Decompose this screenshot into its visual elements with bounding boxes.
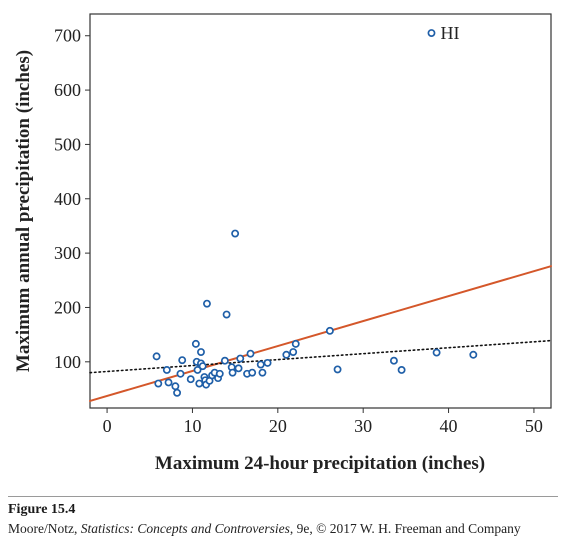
y-tick-label: 100 — [54, 352, 81, 372]
data-point — [282, 350, 291, 359]
x-axis-title: Maximum 24-hour precipitation (inches) — [155, 453, 485, 474]
y-tick-label: 300 — [54, 243, 81, 263]
caption-divider — [8, 496, 558, 497]
data-point — [236, 354, 245, 363]
figure-caption: Figure 15.4 Moore/Notz, Statistics: Conc… — [8, 502, 558, 538]
data-point — [228, 368, 237, 377]
data-point — [195, 379, 204, 388]
annotations: HI — [440, 23, 459, 43]
point-annotation: HI — [440, 23, 459, 43]
data-point — [432, 348, 441, 357]
data-point — [397, 366, 406, 374]
data-point — [162, 366, 171, 374]
data-point — [246, 349, 255, 358]
axis-ticks: 0 10 20 30 40 50 100 200 300 400 500 600 700 — [54, 26, 543, 436]
y-axis-title: Maximum annual precipitation (inches) — [13, 50, 34, 372]
plot-frame — [89, 13, 552, 409]
figure-credit: Moore/Notz, Statistics: Concepts and Con… — [8, 520, 558, 538]
y-tick-label: 600 — [54, 80, 81, 100]
data-point — [154, 379, 163, 388]
data-points — [152, 29, 478, 397]
data-point — [256, 360, 265, 369]
y-tick-label: 700 — [54, 26, 81, 46]
data-point — [222, 310, 231, 319]
data-point — [198, 362, 207, 371]
y-tick-label: 400 — [54, 189, 81, 209]
data-point — [427, 29, 436, 37]
data-point — [171, 382, 180, 391]
data-point — [291, 339, 300, 348]
data-point — [333, 365, 342, 374]
data-point — [258, 368, 267, 377]
scatter-chart: 0 10 20 30 40 50 100 200 300 400 500 600 700 HI Maxi… — [13, 13, 552, 474]
solid-regression-line — [89, 265, 552, 402]
data-point — [197, 348, 205, 356]
data-point — [164, 378, 173, 387]
data-point — [289, 348, 298, 356]
data-point — [178, 356, 187, 365]
data-point — [186, 375, 195, 384]
credit-title: Statistics: Concepts and Controversies — [80, 521, 290, 536]
figure-label: Figure 15.4 — [8, 502, 76, 517]
x-tick-label: 30 — [354, 416, 372, 436]
x-tick-label: 50 — [525, 416, 543, 436]
x-tick-label: 10 — [183, 416, 201, 436]
data-point — [248, 368, 257, 377]
y-tick-label: 500 — [54, 134, 81, 154]
data-point — [193, 366, 202, 374]
data-point — [231, 229, 240, 238]
x-tick-label: 40 — [440, 416, 458, 436]
data-point — [389, 356, 398, 365]
data-point — [234, 364, 243, 373]
credit-authors: Moore/Notz, — [8, 521, 81, 536]
data-point — [176, 369, 185, 378]
data-point — [215, 369, 224, 378]
data-point — [152, 352, 161, 361]
data-point — [191, 339, 200, 348]
data-point — [203, 299, 211, 308]
data-point — [325, 326, 334, 335]
x-tick-label: 0 — [103, 416, 112, 436]
data-point — [263, 358, 272, 367]
data-point — [220, 356, 229, 365]
data-point — [173, 388, 182, 397]
credit-rest: , 9e, © 2017 W. H. Freeman and Company — [289, 521, 521, 536]
data-point — [469, 350, 478, 359]
y-tick-label: 200 — [54, 297, 81, 317]
x-tick-label: 20 — [269, 416, 287, 436]
